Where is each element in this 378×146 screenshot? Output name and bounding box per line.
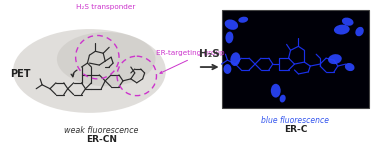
- Text: H₂S: H₂S: [199, 49, 220, 59]
- Ellipse shape: [271, 84, 281, 98]
- Text: ER-targeting group: ER-targeting group: [156, 50, 224, 56]
- Ellipse shape: [355, 27, 364, 36]
- Text: weak fluorescence: weak fluorescence: [64, 126, 138, 135]
- FancyArrowPatch shape: [71, 70, 77, 77]
- Ellipse shape: [230, 52, 240, 66]
- Text: H₂S transponder: H₂S transponder: [76, 4, 135, 10]
- Ellipse shape: [57, 32, 155, 86]
- Ellipse shape: [342, 18, 353, 26]
- Text: ER-CN: ER-CN: [86, 135, 117, 144]
- Text: PET: PET: [11, 69, 31, 79]
- Ellipse shape: [334, 25, 350, 35]
- Ellipse shape: [239, 17, 248, 23]
- Ellipse shape: [13, 29, 166, 113]
- Ellipse shape: [225, 19, 238, 30]
- Text: blue fluorescence: blue fluorescence: [262, 116, 330, 125]
- Ellipse shape: [280, 95, 286, 102]
- Text: ER-C: ER-C: [284, 125, 307, 134]
- FancyArrowPatch shape: [160, 60, 187, 73]
- Bar: [222, 10, 369, 108]
- Ellipse shape: [345, 63, 355, 71]
- Ellipse shape: [328, 54, 342, 64]
- Ellipse shape: [223, 64, 231, 74]
- Ellipse shape: [225, 32, 233, 43]
